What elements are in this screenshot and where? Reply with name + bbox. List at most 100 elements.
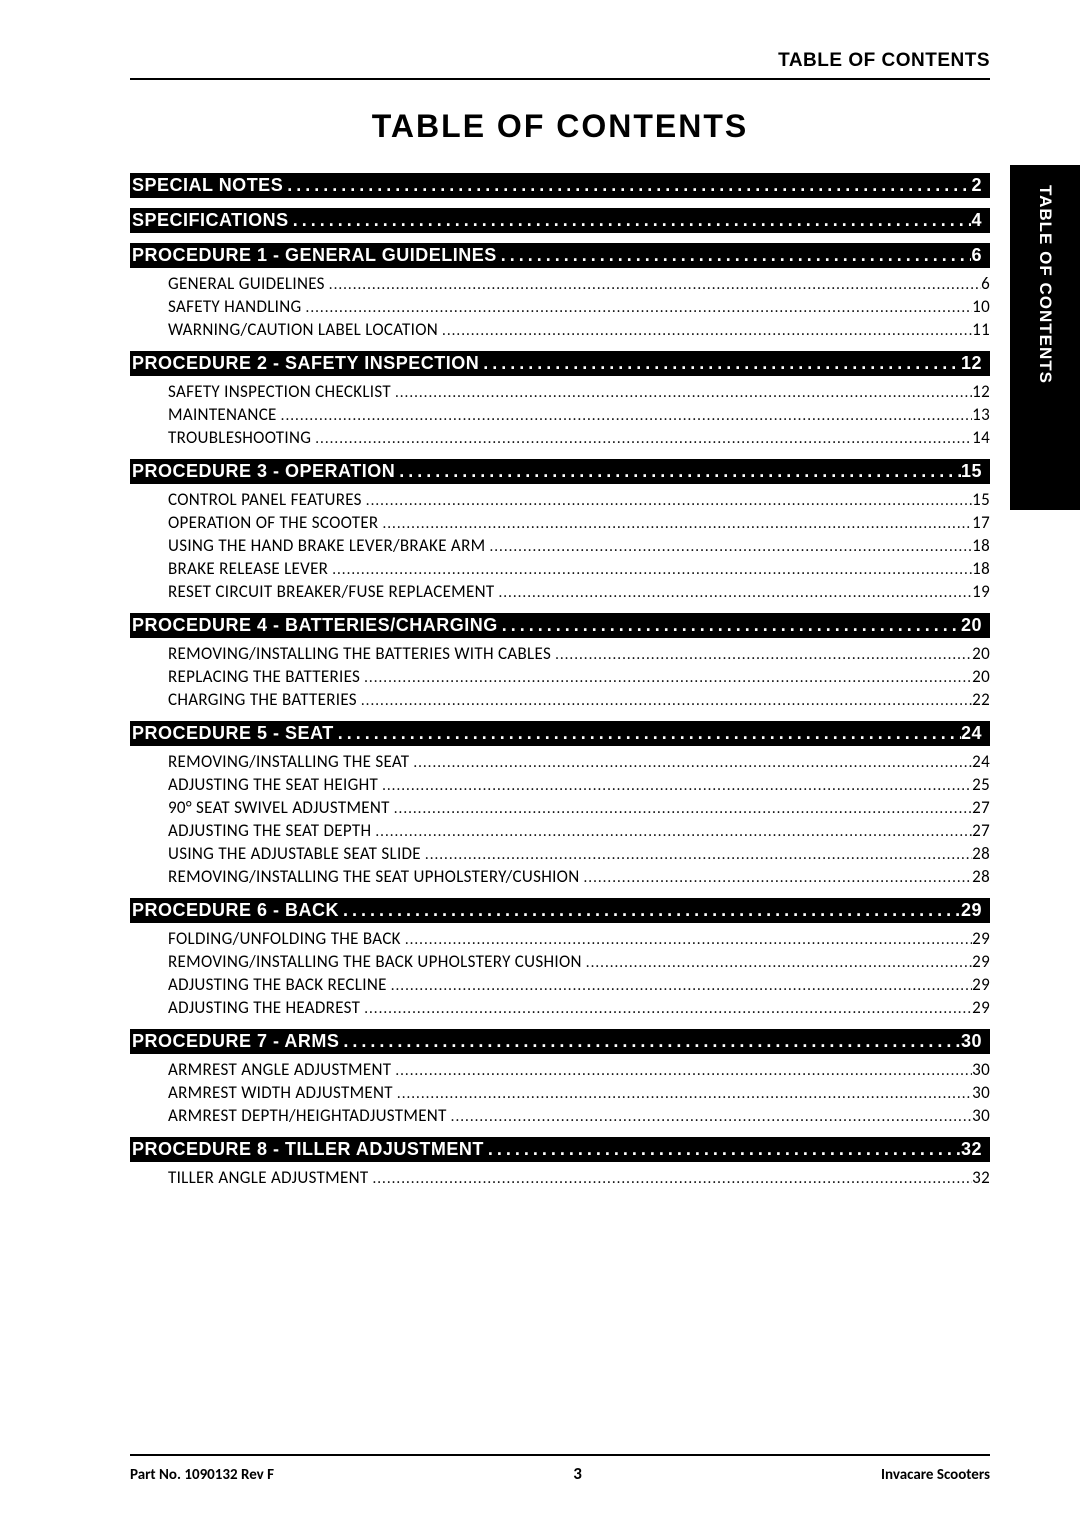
toc-sub-page: 25 [972,774,990,795]
toc-sub-page: 29 [972,928,990,949]
toc-sub-page: 30 [972,1105,990,1126]
toc-section-row: PROCEDURE 4 - BATTERIES/CHARGING20 [130,613,990,638]
toc-sub-page: 19 [972,581,990,602]
toc-section-page: 30 [961,1031,986,1052]
toc-leader [339,1031,961,1052]
toc-section-row: PROCEDURE 7 - ARMS 30 [130,1029,990,1054]
toc-leader [438,322,972,340]
toc-leader [325,276,981,294]
running-header: TABLE OF CONTENTS [130,50,990,80]
toc-sub-label: OPERATION OF THE SCOOTER [168,512,378,533]
toc-leader [378,515,972,533]
toc-section-page: 12 [961,353,986,374]
toc-sub-label: ADJUSTING THE BACK RECLINE [168,974,387,995]
toc-leader [387,977,972,995]
toc-leader [393,1085,972,1103]
toc-sub-row: ARMREST DEPTH/HEIGHTADJUSTMENT 30 [130,1104,990,1127]
table-of-contents: SPECIAL NOTES2SPECIFICATIONS4PROCEDURE 1… [130,173,990,1189]
toc-sub-page: 20 [972,643,990,664]
toc-sub-label: USING THE HAND BRAKE LEVER/BRAKE ARM [168,535,485,556]
toc-leader [447,1108,972,1126]
toc-leader [409,754,972,772]
footer-product: Invacare Scooters [881,1466,990,1484]
toc-section-label: PROCEDURE 7 - ARMS [130,1031,339,1052]
toc-sub-label: TROUBLESHOOTING [168,427,311,448]
toc-sub-label: ARMREST ANGLE ADJUSTMENT [168,1059,391,1080]
toc-sub-row: GENERAL GUIDELINES6 [130,272,990,295]
toc-sub-page: 28 [972,843,990,864]
toc-sub-row: ARMREST WIDTH ADJUSTMENT 30 [130,1081,990,1104]
toc-section-label: PROCEDURE 5 - SEAT [130,723,334,744]
toc-sub-row: ADJUSTING THE HEADREST 29 [130,996,990,1019]
toc-sub-row: OPERATION OF THE SCOOTER17 [130,511,990,534]
toc-sub-label: 90° SEAT SWIVEL ADJUSTMENT [168,797,390,818]
toc-sub-label: REMOVING/INSTALLING THE SEAT [168,751,409,772]
toc-section-page: 24 [961,723,986,744]
toc-leader [391,384,972,402]
toc-leader [582,954,972,972]
toc-sub-row: ADJUSTING THE BACK RECLINE29 [130,973,990,996]
toc-leader [378,777,972,795]
toc-leader [401,931,972,949]
toc-sub-label: RESET CIRCUIT BREAKER/FUSE REPLACEMENT [168,581,494,602]
toc-leader [328,561,972,579]
toc-sub-label: ADJUSTING THE SEAT HEIGHT [168,774,378,795]
footer: Part No. 1090132 Rev F 3 Invacare Scoote… [130,1463,990,1484]
toc-sub-page: 29 [972,997,990,1018]
toc-sub-label: ARMREST WIDTH ADJUSTMENT [168,1082,393,1103]
toc-sub-row: SAFETY HANDLING10 [130,295,990,318]
footer-page-number: 3 [573,1463,582,1484]
toc-section-label: PROCEDURE 6 - BACK [130,900,339,921]
toc-sub-label: REMOVING/INSTALLING THE BATTERIES WITH C… [168,643,551,664]
page-title: TABLE OF CONTENTS [130,108,990,145]
toc-section-page: 4 [971,210,986,231]
toc-section-page: 15 [961,461,986,482]
toc-leader [551,646,972,664]
toc-sub-page: 29 [972,951,990,972]
toc-leader [360,669,972,687]
toc-section-page: 2 [971,175,986,196]
toc-sub-row: ADJUSTING THE SEAT HEIGHT 25 [130,773,990,796]
toc-section-page: 6 [971,245,986,266]
toc-leader [302,299,973,317]
toc-sub-page: 30 [972,1082,990,1103]
footer-rule [130,1454,990,1456]
toc-leader [334,723,961,744]
toc-sub-label: MAINTENANCE [168,404,277,425]
toc-sub-label: FOLDING/UNFOLDING THE BACK [168,928,401,949]
toc-sub-page: 28 [972,866,990,887]
toc-sub-row: REMOVING/INSTALLING THE SEAT 24 [130,750,990,773]
toc-leader [421,846,972,864]
toc-leader [498,615,961,636]
toc-leader [283,175,971,196]
toc-sub-label: CONTROL PANEL FEATURES [168,489,362,510]
toc-leader [390,800,972,818]
toc-sub-page: 11 [972,319,990,340]
toc-section-row: PROCEDURE 6 - BACK29 [130,898,990,923]
toc-sub-row: 90° SEAT SWIVEL ADJUSTMENT27 [130,796,990,819]
toc-sub-page: 24 [972,751,990,772]
toc-section-page: 32 [961,1139,986,1160]
toc-sub-row: REMOVING/INSTALLING THE SEAT UPHOLSTERY/… [130,865,990,888]
toc-sub-row: MAINTENANCE13 [130,403,990,426]
toc-sub-page: 12 [972,381,990,402]
toc-leader [484,1139,961,1160]
toc-sub-row: REMOVING/INSTALLING THE BATTERIES WITH C… [130,642,990,665]
toc-sub-page: 20 [972,666,990,687]
toc-sub-row: ARMREST ANGLE ADJUSTMENT30 [130,1058,990,1081]
toc-sub-row: ADJUSTING THE SEAT DEPTH27 [130,819,990,842]
toc-sub-label: ARMREST DEPTH/HEIGHTADJUSTMENT [168,1105,447,1126]
toc-leader [395,461,961,482]
toc-sub-row: BRAKE RELEASE LEVER18 [130,557,990,580]
toc-sub-label: SAFETY INSPECTION CHECKLIST [168,381,391,402]
toc-sub-label: ADJUSTING THE HEADREST [168,997,360,1018]
toc-section-label: PROCEDURE 2 - SAFETY INSPECTION [130,353,479,374]
toc-section-label: SPECIFICATIONS [130,210,289,231]
toc-leader [311,430,972,448]
toc-section-label: PROCEDURE 8 - TILLER ADJUSTMENT [130,1139,484,1160]
toc-section-page: 20 [961,615,986,636]
toc-leader [360,1000,972,1018]
toc-sub-row: USING THE ADJUSTABLE SEAT SLIDE28 [130,842,990,865]
toc-section-label: PROCEDURE 3 - OPERATION [130,461,395,482]
footer-part-no: Part No. 1090132 Rev F [130,1466,274,1484]
